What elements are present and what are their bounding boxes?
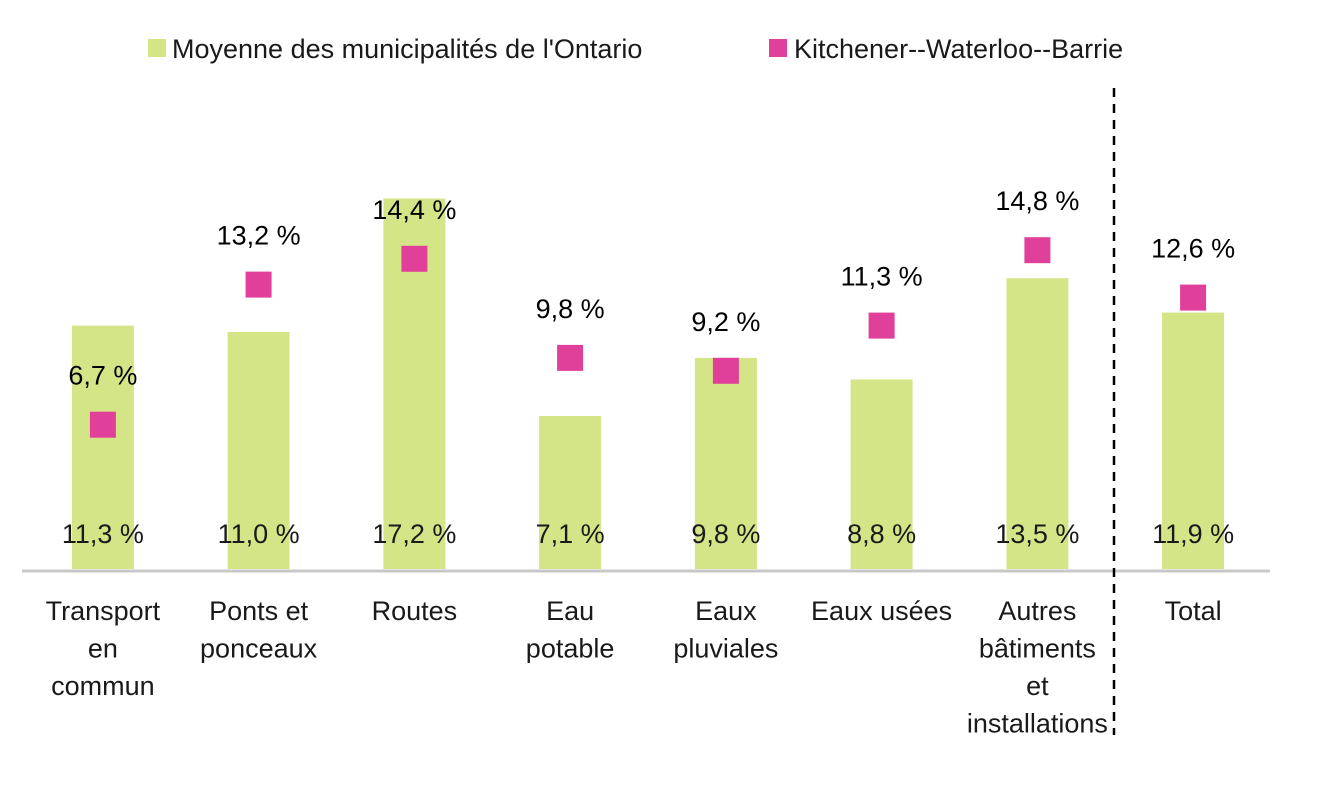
category-label: Eaux usées [811, 596, 952, 626]
point-value-label: 6,7 % [68, 361, 137, 391]
category-label-line: Eaux [695, 596, 757, 626]
bar-value-label: 11,0 % [218, 519, 300, 549]
point-marker [401, 245, 428, 272]
bar-value-label: 11,9 % [1152, 519, 1234, 549]
bar [694, 357, 757, 569]
bar-value-label: 7,1 % [536, 519, 605, 549]
category-label-line: pluviales [673, 634, 778, 664]
category-label-line: ponceaux [200, 634, 318, 664]
point-marker [868, 312, 895, 339]
category-label-line: bâtiments [979, 634, 1096, 664]
category-label: Transport en commun [46, 596, 161, 701]
category-label-line: Routes [372, 596, 458, 626]
category-label-line: Eau [546, 596, 594, 626]
bar-value-label: 13,5 % [995, 519, 1079, 549]
legend-label-average: Moyenne des municipalités de l'Ontario [172, 34, 642, 64]
marker-group [89, 237, 1207, 438]
point-marker [557, 344, 584, 371]
bar-value-label: 17,2 % [372, 519, 456, 549]
bar [1162, 312, 1225, 569]
category-label-line: installations [967, 709, 1108, 739]
bar-value-label: 9,8 % [691, 519, 760, 549]
category-label-line: en [88, 634, 118, 664]
point-marker [1180, 284, 1207, 311]
category-label-line: Total [1165, 596, 1222, 626]
category-label-line: commun [51, 671, 155, 701]
category-label: Total [1165, 596, 1222, 626]
category-label-line: Ponts et [209, 596, 309, 626]
bar [850, 379, 913, 569]
bar [539, 416, 602, 569]
point-value-label: 14,8 % [995, 186, 1079, 216]
category-label-line: Transport [46, 596, 161, 626]
category-label-line: Autres [998, 596, 1076, 626]
category-label: Routes [372, 596, 458, 626]
bar [1006, 278, 1069, 569]
bar-label-group: 11,3 % 11,0 % 17,2 % 7,1 % 9,8 % 8,8 % 13,5 % 1… [62, 519, 1234, 549]
point-value-label: 11,3 % [841, 262, 923, 292]
point-value-label: 9,2 % [691, 307, 760, 337]
point-value-label: 12,6 % [1151, 234, 1235, 264]
category-label-group: Transport en commun Ponts et ponceaux Routes E… [46, 596, 1222, 739]
category-label: Eaux pluviales [673, 596, 778, 664]
point-marker [245, 271, 272, 298]
category-label-line: potable [526, 634, 615, 664]
point-value-label: 14,4 % [372, 195, 456, 225]
category-label-line: et [1026, 671, 1049, 701]
category-label: Eau potable [526, 596, 615, 664]
legend: Moyenne des municipalités de l'Ontario K… [148, 34, 1123, 64]
legend-swatch-region [769, 39, 787, 57]
bar-value-label: 11,3 % [62, 519, 144, 549]
point-marker [712, 357, 739, 384]
point-marker [89, 411, 116, 438]
category-label: Autres bâtiments et installations [967, 596, 1108, 739]
bar [71, 325, 134, 569]
point-marker [1024, 237, 1051, 264]
category-label-line: Eaux usées [811, 596, 952, 626]
legend-swatch-average [148, 39, 166, 57]
bar-value-label: 8,8 % [847, 519, 916, 549]
legend-label-region: Kitchener--Waterloo--Barrie [794, 34, 1123, 64]
bar-group [71, 198, 1225, 569]
point-label-group: 6,7 % 13,2 % 14,4 % 9,8 % 9,2 % 11,3 % 14,8 % 1… [68, 186, 1235, 391]
point-value-label: 13,2 % [217, 221, 301, 251]
bar [227, 332, 290, 569]
point-value-label: 9,8 % [536, 294, 605, 324]
category-label: Ponts et ponceaux [200, 596, 318, 664]
